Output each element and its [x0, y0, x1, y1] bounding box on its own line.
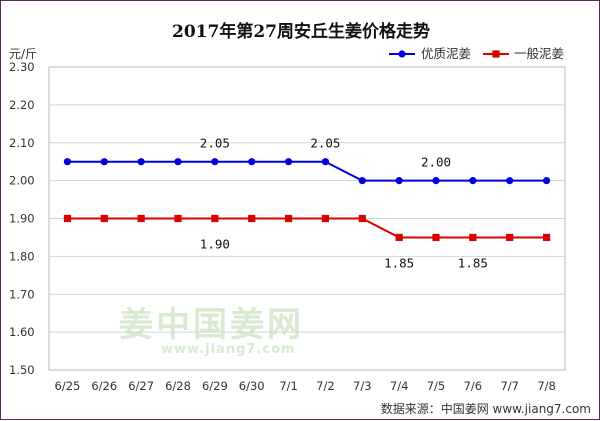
- data-point: [469, 233, 477, 242]
- data-point: [432, 177, 440, 185]
- y-tick-label: 1.80: [9, 249, 35, 263]
- data-point: [174, 214, 182, 223]
- data-point: [137, 214, 145, 223]
- data-label: 1.90: [200, 237, 230, 252]
- x-tick-label: 6/27: [128, 379, 154, 393]
- x-tick-label: 7/2: [316, 379, 335, 393]
- data-point: [248, 214, 256, 223]
- data-point: [211, 214, 219, 223]
- legend-label: 一般泥姜: [514, 46, 564, 61]
- x-tick-label: 6/28: [165, 379, 191, 393]
- x-axis-ticks: 6/25 6/26 6/27 6/28 6/29 6/30 7/1 7/2 7/3 7/4 7/5 7…: [55, 379, 556, 393]
- legend-label: 优质泥姜: [421, 46, 471, 61]
- data-point: [100, 214, 108, 223]
- watermark: 姜中国姜网 www.jiang7.com: [119, 305, 304, 357]
- y-tick-label: 2.10: [9, 136, 35, 150]
- x-tick-label: 6/25: [55, 379, 81, 393]
- x-tick-label: 7/3: [353, 379, 372, 393]
- legend-item: 优质泥姜: [389, 46, 471, 61]
- data-point: [63, 158, 72, 166]
- x-tick-label: 6/30: [239, 379, 265, 393]
- watermark-cn-text: 姜中国姜网: [119, 305, 304, 345]
- legend: 优质泥姜 一般泥姜: [389, 46, 564, 61]
- data-point: [321, 158, 330, 166]
- data-point: [506, 177, 514, 185]
- data-labels: 2.05 2.05 2.00 1.90 1.85 1.85: [200, 136, 488, 271]
- source-note: 数据来源：中国姜网 www.jiang7.com: [381, 401, 591, 416]
- data-point: [284, 158, 293, 166]
- y-axis-ticks: 1.50 1.60 1.70 1.80 1.90 2.00 2.10 2.20 2.30: [9, 60, 35, 377]
- x-tick-label: 7/7: [500, 379, 519, 393]
- y-tick-label: 1.60: [9, 325, 35, 339]
- data-point: [395, 233, 403, 242]
- data-point: [358, 214, 366, 223]
- data-label: 1.85: [458, 255, 488, 270]
- data-point: [395, 177, 403, 185]
- y-tick-label: 1.70: [9, 287, 35, 301]
- legend-marker: [398, 50, 406, 58]
- y-axis-unit-label: 元/斤: [9, 47, 37, 61]
- chart-title: 2017年第27周安丘生姜价格走势: [172, 21, 430, 42]
- y-tick-label: 1.90: [9, 212, 35, 226]
- series-2: [63, 214, 551, 242]
- y-tick-label: 2.20: [9, 98, 35, 112]
- data-point: [248, 158, 256, 166]
- data-point: [469, 177, 477, 185]
- series-line: [67, 160, 547, 182]
- data-point: [432, 233, 440, 242]
- data-point: [358, 177, 366, 185]
- y-tick-label: 2.30: [9, 60, 35, 74]
- series-line: [67, 217, 547, 239]
- x-tick-label: 6/29: [202, 379, 228, 393]
- y-tick-label: 2.00: [9, 174, 35, 188]
- data-label: 1.85: [384, 255, 414, 270]
- data-label: 2.05: [200, 136, 230, 151]
- data-point: [63, 214, 72, 223]
- data-label: 2.05: [310, 136, 340, 151]
- data-point: [542, 177, 551, 185]
- legend-item: 一般泥姜: [483, 46, 564, 61]
- data-point: [542, 233, 551, 242]
- data-point: [506, 233, 514, 242]
- data-point: [137, 158, 145, 166]
- x-tick-label: 7/4: [390, 379, 409, 393]
- data-point: [284, 214, 293, 223]
- series-1: [63, 158, 551, 185]
- data-point: [211, 158, 219, 166]
- data-point: [174, 158, 182, 166]
- x-tick-label: 7/1: [279, 379, 298, 393]
- x-tick-label: 6/26: [91, 379, 117, 393]
- watermark-en-text: www.jiang7.com: [161, 342, 296, 357]
- x-tick-label: 7/8: [537, 379, 556, 393]
- x-tick-label: 7/6: [464, 379, 483, 393]
- data-point: [321, 214, 330, 223]
- series-layer: [63, 158, 551, 242]
- data-point: [100, 158, 108, 166]
- x-tick-label: 7/5: [427, 379, 446, 393]
- data-label: 2.00: [421, 155, 451, 170]
- y-tick-label: 1.50: [9, 363, 35, 377]
- legend-marker: [492, 50, 500, 58]
